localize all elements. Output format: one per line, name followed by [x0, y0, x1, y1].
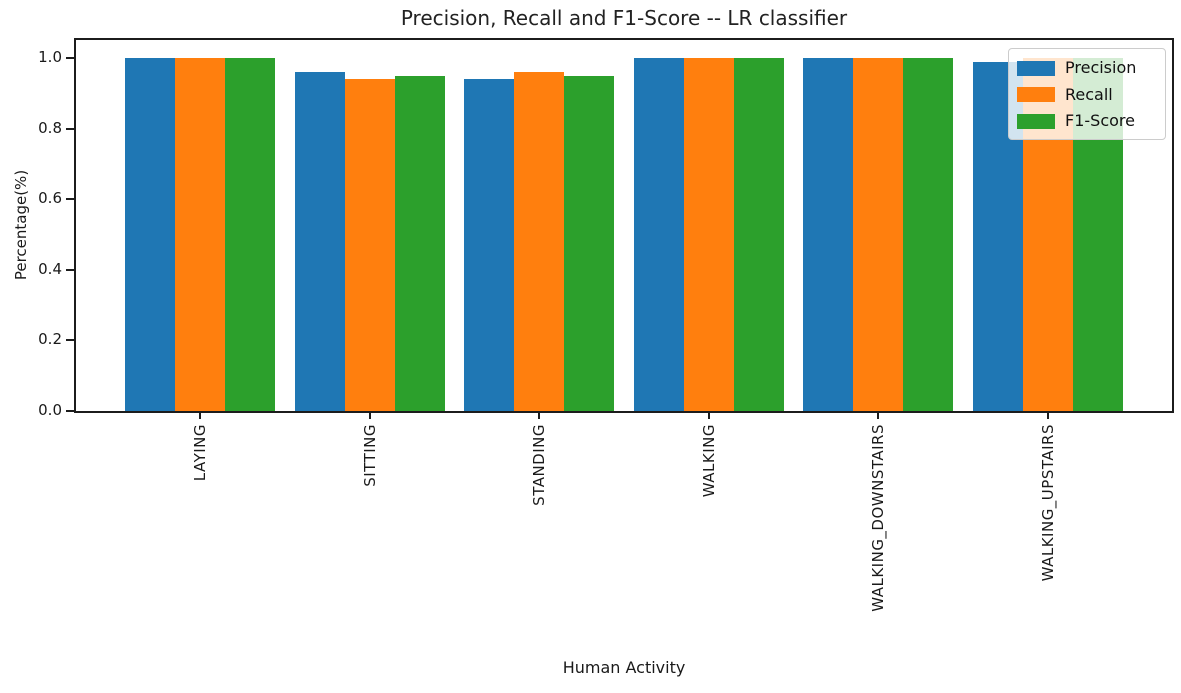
legend-label: F1-Score: [1065, 111, 1135, 130]
y-tick-mark: [66, 410, 74, 412]
x-tick-mark: [707, 411, 710, 419]
y-tick-label: 0.6: [38, 189, 62, 208]
y-tick-label: 0.2: [38, 330, 62, 349]
bar-recall-walking_downstairs: [853, 58, 904, 411]
bar-f1-score-walking: [733, 58, 784, 411]
y-tick-label: 0.0: [38, 401, 62, 419]
x-tick-label-sitting: SITTING: [360, 424, 379, 487]
bar-recall-walking: [683, 58, 734, 411]
bar-f1-score-laying: [225, 58, 275, 411]
y-tick-mark: [66, 127, 74, 130]
y-tick-label: 0.4: [38, 259, 62, 278]
x-tick-label-walking_upstairs: WALKING_UPSTAIRS: [1039, 424, 1057, 582]
y-tick-mark: [66, 57, 74, 59]
legend-swatch-recall: [1017, 87, 1055, 102]
x-tick-mark: [1047, 411, 1049, 419]
x-tick-label-standing: STANDING: [530, 424, 549, 506]
y-tick-label: 1.0: [38, 48, 62, 66]
x-tick-mark: [877, 411, 880, 419]
bars-layer: [76, 40, 1172, 411]
x-tick-label-walking_downstairs: WALKING_DOWNSTAIRS: [869, 424, 888, 612]
legend-swatch-precision: [1017, 60, 1055, 76]
bar-recall-standing: [514, 72, 565, 411]
bar-precision-walking: [633, 58, 684, 411]
y-tick-mark: [66, 268, 74, 271]
y-tick-mark: [66, 198, 74, 201]
legend-item-precision: Precision: [1017, 56, 1157, 80]
bar-recall-sitting: [344, 79, 395, 411]
bar-precision-laying: [125, 58, 175, 411]
plot-area: [74, 38, 1174, 413]
x-tick-label-laying: LAYING: [191, 424, 209, 482]
bar-precision-standing: [464, 79, 515, 411]
bar-recall-laying: [175, 58, 225, 411]
y-tick-mark: [66, 339, 74, 342]
x-tick-label-walking: WALKING: [699, 424, 718, 498]
bar-f1-score-sitting: [394, 76, 445, 411]
legend: Precision Recall F1-Score: [1008, 48, 1166, 140]
bar-precision-sitting: [294, 72, 345, 411]
bar-f1-score-standing: [564, 76, 615, 411]
legend-label: Precision: [1065, 58, 1137, 77]
legend-item-recall: Recall: [1017, 83, 1157, 107]
legend-swatch-f1-score: [1017, 113, 1055, 129]
x-axis-title: Human Activity: [562, 658, 686, 677]
x-tick-mark: [368, 411, 371, 419]
legend-item-f1-score: F1-Score: [1017, 109, 1157, 133]
y-tick-label: 0.8: [38, 118, 62, 137]
legend-label: Recall: [1065, 84, 1113, 104]
chart-title: Precision, Recall and F1-Score -- LR cla…: [400, 6, 848, 30]
bar-precision-walking_downstairs: [803, 58, 854, 411]
x-tick-mark: [538, 411, 541, 419]
bar-f1-score-walking_downstairs: [903, 58, 954, 411]
x-tick-mark: [199, 411, 201, 419]
